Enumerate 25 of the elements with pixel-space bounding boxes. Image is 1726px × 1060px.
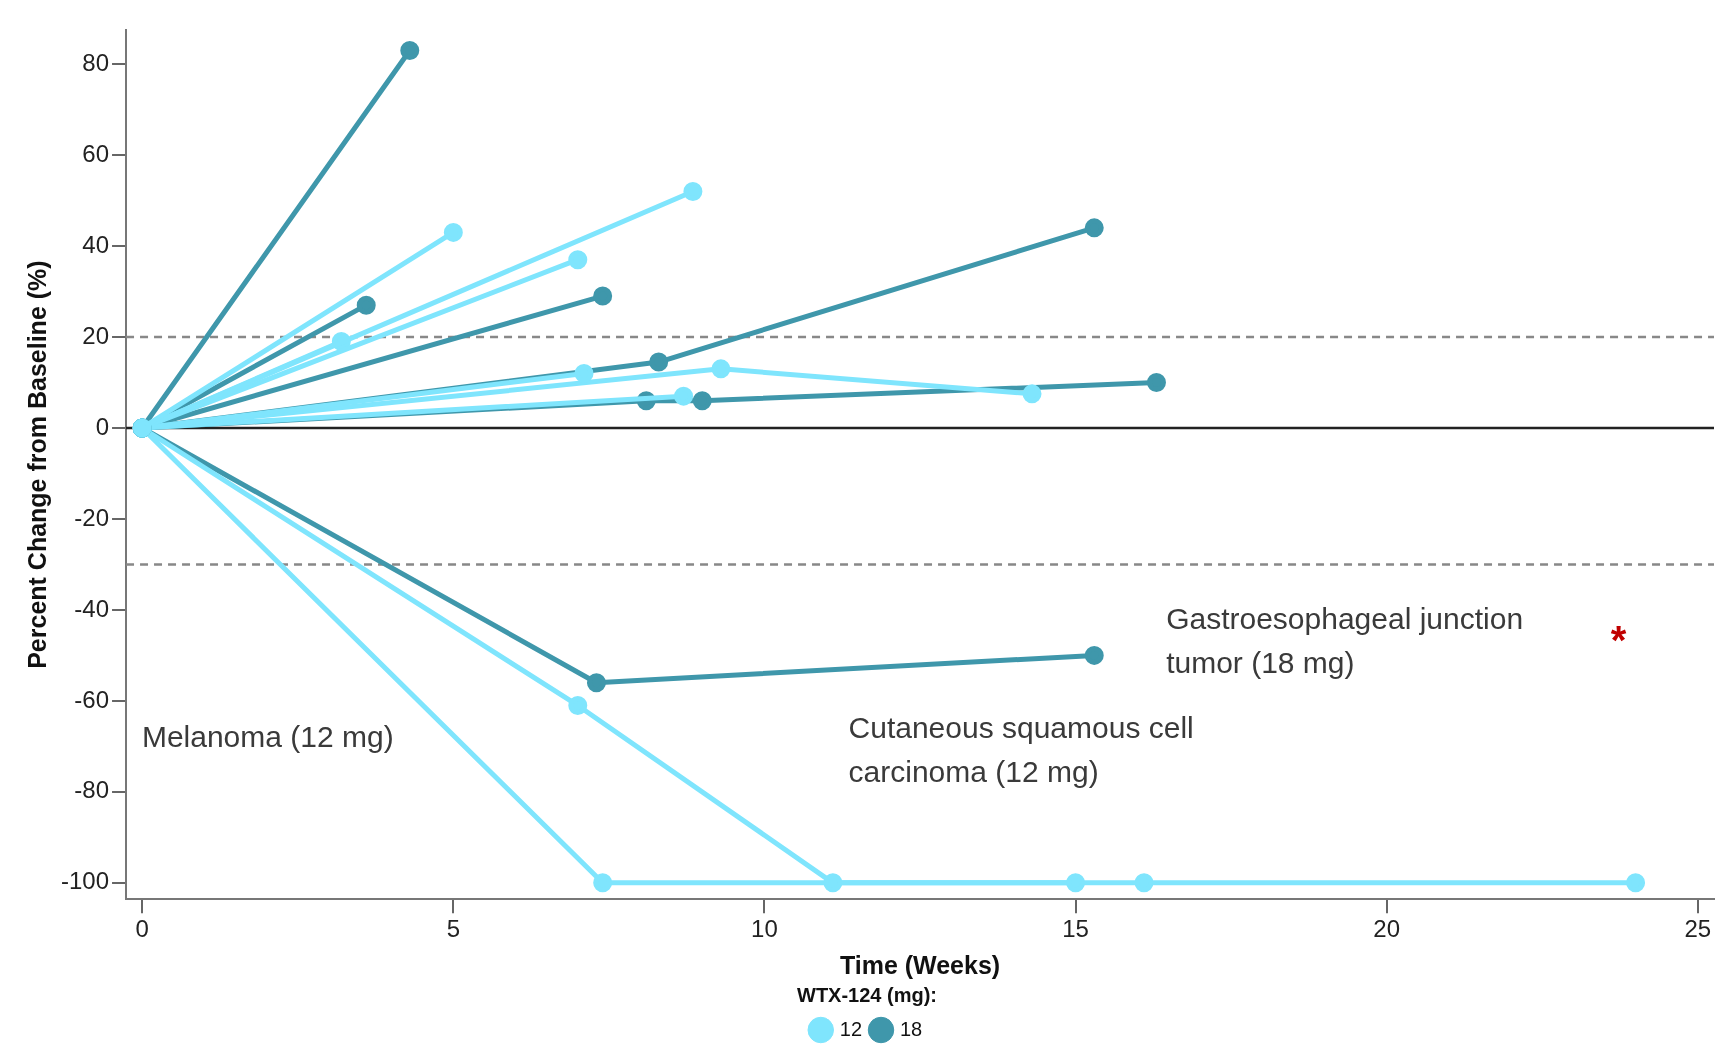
y-tick-label: 40	[82, 230, 110, 258]
legend-label: 18	[900, 1017, 923, 1040]
x-tick-label: 0	[135, 915, 149, 943]
y-tick-label: -80	[74, 776, 110, 804]
x-tick-label: 5	[446, 915, 461, 943]
annotation: Cutaneous squamous cell carcinoma (12 mg)	[848, 710, 1194, 788]
x-tick-label: 20	[1373, 915, 1401, 943]
y-tick-label: 0	[95, 412, 110, 440]
y-tick-label: -60	[74, 685, 110, 713]
x-tick-label: 10	[751, 915, 778, 943]
x-axis-title: Time (Weeks)	[839, 950, 1001, 979]
y-tick-label: 80	[82, 48, 110, 76]
annotation: Melanoma (12 mg)	[141, 719, 394, 753]
y-tick-label: -40	[74, 594, 110, 622]
y-tick-label: -20	[74, 503, 110, 531]
legend-label: 12	[839, 1017, 862, 1040]
y-tick-label: 20	[82, 321, 110, 349]
annotation: *	[1610, 617, 1627, 662]
y-tick-label: 60	[82, 139, 110, 167]
y-axis-title: Percent Change from Baseline (%)	[22, 260, 51, 669]
annotation: Gastroesophageal junction tumor (18 mg)	[1166, 602, 1524, 680]
legend-title: WTX-124 (mg):	[797, 983, 937, 1006]
y-tick-label: -100	[60, 867, 110, 895]
x-tick-label: 25	[1684, 915, 1712, 943]
x-tick-label: 15	[1062, 915, 1089, 943]
